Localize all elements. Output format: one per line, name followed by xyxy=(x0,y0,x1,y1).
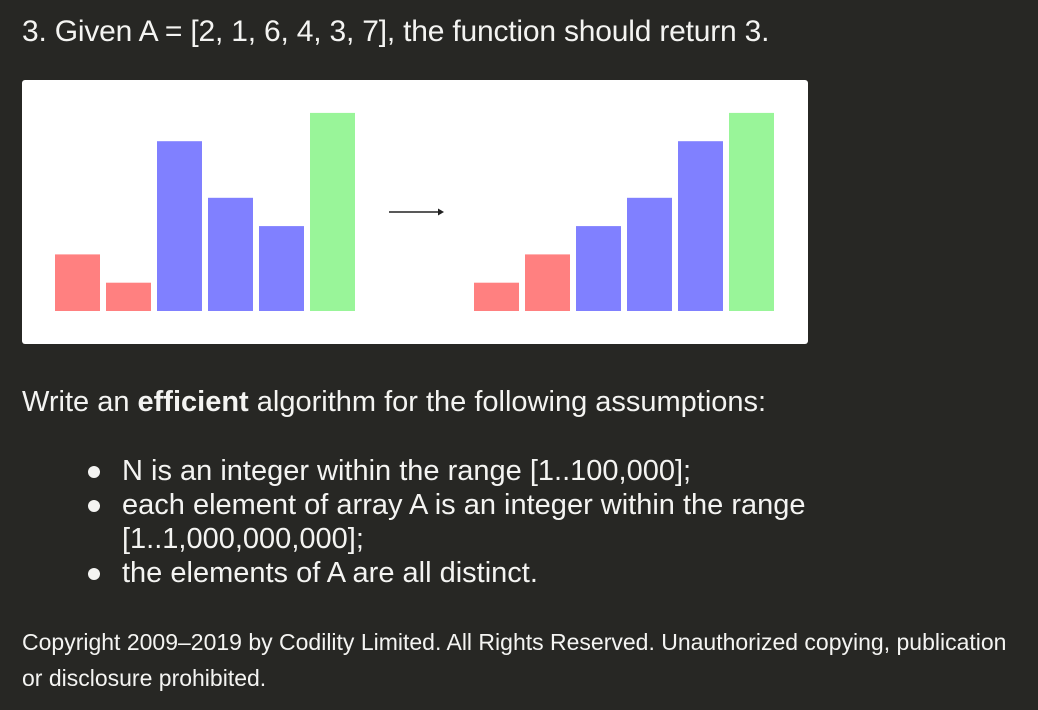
bars-after xyxy=(474,112,774,312)
before-bar-4 xyxy=(259,226,304,311)
bars-before xyxy=(55,112,355,312)
intro-suffix: algorithm for the following assumptions: xyxy=(248,386,767,418)
before-bar-5 xyxy=(310,112,355,312)
before-bar-2 xyxy=(157,141,202,311)
assumptions-intro: Write an efficient algorithm for the fol… xyxy=(22,382,766,422)
intro-emphasis: efficient xyxy=(137,386,249,418)
after-bar-5 xyxy=(729,112,774,312)
array-bars-chart xyxy=(55,112,774,312)
assumption-text: the elements of A are all distinct. xyxy=(122,557,538,589)
before-bar-0 xyxy=(55,254,100,311)
list-item: the elements of A are all distinct. xyxy=(82,556,962,590)
assumptions-list: N is an integer within the range [1..100… xyxy=(82,454,962,590)
list-item: each element of array A is an integer wi… xyxy=(82,488,962,556)
after-bar-1 xyxy=(525,254,570,311)
intro-prefix: Write an xyxy=(22,386,138,418)
before-bar-1 xyxy=(106,282,151,311)
arrow-icon xyxy=(389,208,444,216)
before-bar-3 xyxy=(208,197,253,311)
bullet-icon xyxy=(88,466,100,478)
bullet-icon xyxy=(88,568,100,580)
assumption-text: N is an integer within the range [1..100… xyxy=(122,455,692,487)
assumption-text: each element of array A is an integer wi… xyxy=(122,489,806,555)
after-bar-4 xyxy=(678,141,723,311)
array-illustration xyxy=(22,80,808,344)
example-description: 3. Given A = [2, 1, 6, 4, 3, 7], the fun… xyxy=(22,15,770,48)
after-bar-2 xyxy=(576,226,621,311)
copyright-notice: Copyright 2009–2019 by Codility Limited.… xyxy=(22,629,1007,691)
list-item: N is an integer within the range [1..100… xyxy=(82,454,962,488)
after-bar-0 xyxy=(474,282,519,311)
bullet-icon xyxy=(88,500,100,512)
after-bar-3 xyxy=(627,197,672,311)
